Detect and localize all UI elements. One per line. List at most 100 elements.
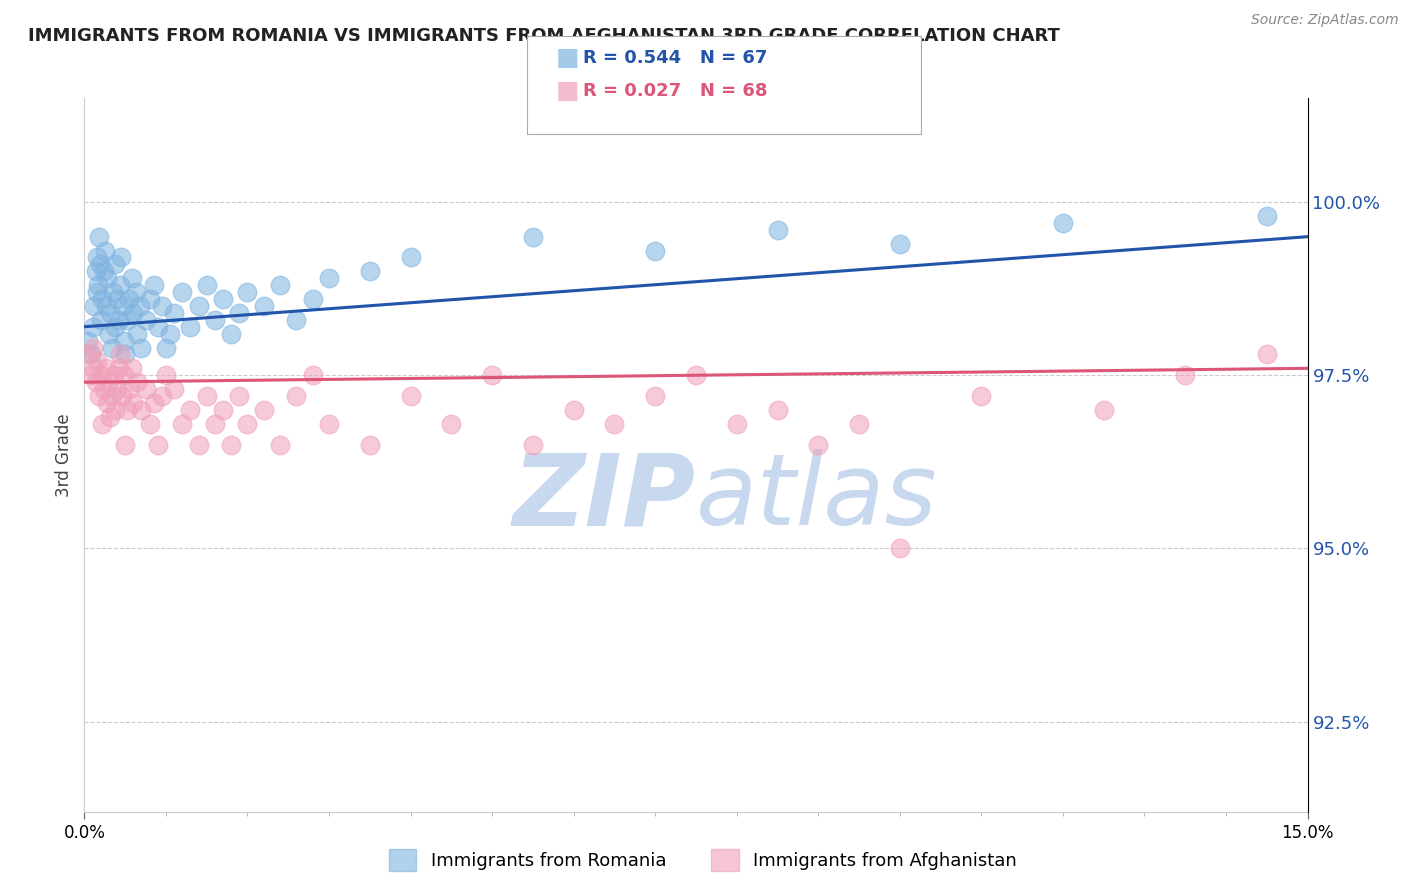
Point — [96, 299, 118, 313]
Point — [89, 257, 111, 271]
Point — [269, 437, 291, 451]
Point — [146, 319, 169, 334]
Point — [1256, 347, 1278, 361]
Point — [100, 409, 122, 424]
Point — [236, 417, 259, 431]
Point — [114, 347, 136, 361]
Point — [269, 278, 291, 293]
Point — [179, 403, 201, 417]
Point — [110, 251, 132, 265]
Point — [807, 437, 830, 451]
Point — [359, 437, 381, 451]
Point — [163, 382, 186, 396]
Point — [725, 417, 748, 431]
Point — [104, 257, 127, 271]
Point — [146, 437, 169, 451]
Point — [87, 229, 110, 244]
Point — [127, 375, 149, 389]
Point — [766, 223, 789, 237]
Point — [84, 375, 107, 389]
Point — [253, 299, 276, 313]
Point — [110, 347, 132, 361]
Point — [101, 341, 124, 355]
Point — [187, 437, 209, 451]
Point — [122, 396, 145, 410]
Point — [87, 389, 110, 403]
Point — [1256, 209, 1278, 223]
Legend: Immigrants from Romania, Immigrants from Afghanistan: Immigrants from Romania, Immigrants from… — [382, 842, 1024, 879]
Point — [212, 403, 235, 417]
Point — [142, 278, 165, 293]
Point — [90, 313, 112, 327]
Point — [212, 292, 235, 306]
Point — [90, 368, 112, 383]
Point — [644, 244, 666, 258]
Point — [172, 417, 194, 431]
Point — [80, 347, 103, 361]
Text: R = 0.544   N = 67: R = 0.544 N = 67 — [583, 49, 768, 67]
Point — [889, 541, 911, 556]
Point — [105, 382, 128, 396]
Point — [101, 285, 124, 299]
Point — [159, 326, 181, 341]
Point — [481, 368, 503, 383]
Point — [1174, 368, 1197, 383]
Y-axis label: 3rd Grade: 3rd Grade — [55, 413, 73, 497]
Text: ■: ■ — [555, 79, 579, 103]
Point — [91, 292, 114, 306]
Point — [121, 361, 143, 376]
Point — [399, 251, 422, 265]
Point — [285, 389, 308, 403]
Point — [110, 278, 132, 293]
Point — [172, 285, 194, 299]
Point — [766, 403, 789, 417]
Point — [970, 389, 993, 403]
Point — [96, 396, 118, 410]
Point — [138, 292, 160, 306]
Point — [96, 271, 118, 285]
Point — [104, 403, 127, 417]
Point — [228, 306, 250, 320]
Point — [122, 306, 145, 320]
Point — [80, 368, 103, 383]
Point — [82, 341, 104, 355]
Point — [118, 292, 141, 306]
Point — [94, 361, 117, 376]
Point — [101, 389, 124, 403]
Point — [195, 389, 218, 403]
Point — [131, 403, 153, 417]
Point — [83, 299, 105, 313]
Text: ■: ■ — [555, 46, 579, 70]
Point — [97, 326, 120, 341]
Point — [107, 361, 129, 376]
Point — [253, 403, 276, 417]
Point — [150, 299, 173, 313]
Point — [131, 341, 153, 355]
Point — [318, 417, 340, 431]
Text: atlas: atlas — [696, 450, 938, 546]
Point — [100, 306, 122, 320]
Point — [195, 278, 218, 293]
Point — [228, 389, 250, 403]
Point — [889, 236, 911, 251]
Point — [93, 264, 115, 278]
Point — [135, 313, 157, 327]
Point — [204, 313, 226, 327]
Text: IMMIGRANTS FROM ROMANIA VS IMMIGRANTS FROM AFGHANISTAN 3RD GRADE CORRELATION CHA: IMMIGRANTS FROM ROMANIA VS IMMIGRANTS FR… — [28, 27, 1060, 45]
Point — [1052, 216, 1074, 230]
Text: Source: ZipAtlas.com: Source: ZipAtlas.com — [1251, 13, 1399, 28]
Point — [128, 299, 150, 313]
Point — [285, 313, 308, 327]
Point — [112, 368, 135, 383]
Point — [359, 264, 381, 278]
Point — [115, 313, 138, 327]
Point — [111, 389, 134, 403]
Point — [105, 292, 128, 306]
Point — [522, 229, 544, 244]
Point — [301, 368, 323, 383]
Text: ZIP: ZIP — [513, 450, 696, 546]
Point — [219, 326, 242, 341]
Point — [103, 368, 125, 383]
Point — [84, 264, 107, 278]
Point — [115, 403, 138, 417]
